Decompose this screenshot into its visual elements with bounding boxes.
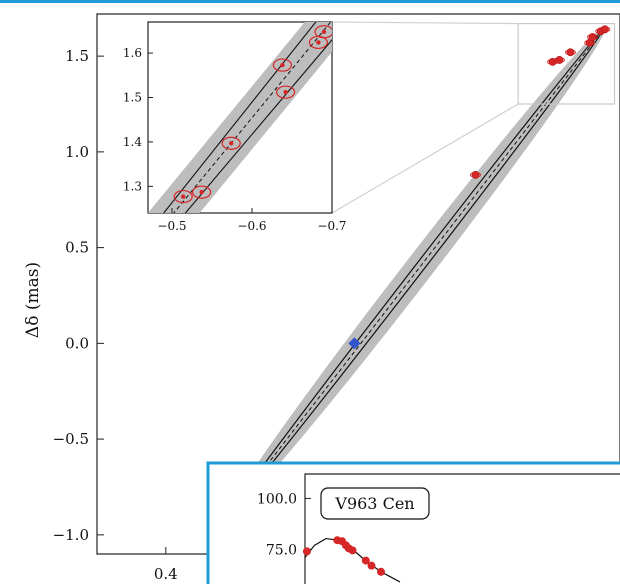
measurement-error-ellipse [565,49,576,56]
inset-measurement-point [283,89,288,95]
inset-error-ellipse [221,136,241,150]
inset-measurement-point [280,62,285,68]
light-curve-accent-border [206,461,620,584]
inset-error-ellipse [272,58,292,72]
light-curve-point [348,546,357,555]
inset-plot: 1.3 1.4 1.5 1.6 −0.5 −0.6 −0.7 [123,21,519,233]
y-tick-label: 0.0 [65,334,89,352]
inset-orbit-branch [163,22,317,213]
light-curve-point [377,567,385,576]
measurement-error-ellipse [587,33,598,40]
measurement-error-ellipse [554,56,565,63]
inset-x-tick-label: −0.6 [237,219,266,233]
line-of-nodes [227,29,604,517]
measurement-point [600,25,609,34]
inset-error-ellipse [173,189,193,204]
zoom-connector-top [331,21,519,25]
light-curve-y-tick-label: 100.0 [257,491,297,507]
inset-y-tick-label: 1.6 [123,46,142,60]
y-tick-label: −1.0 [53,526,89,544]
measurement-error-ellipse [470,171,481,178]
top-accent-bar [0,0,620,3]
zoom-connector-bottom [331,103,519,214]
y-axis-label: Δδ (mas) [23,262,43,338]
light-curve-point [361,556,370,565]
zoom-region-box [517,22,616,105]
inset-measurement-point [181,194,186,199]
inset-error-ellipse [276,85,296,99]
measurement-point [588,33,597,41]
y-tick-label: −0.5 [53,430,89,448]
inset-measurement-point [229,141,234,146]
inset-error-ellipse [192,185,212,199]
light-curve-point [367,561,376,570]
main-plot [224,22,616,520]
y-tick-label: 0.5 [65,239,89,257]
inset-x-tick-label: −0.5 [157,219,186,233]
main-y-axis: 1.5 1.0 0.5 0.0 −0.5 −1.0 [53,47,104,544]
light-curve-frame [304,473,620,584]
inset-y-tick-label: 1.4 [123,135,142,149]
inset-y-tick-label: 1.3 [123,179,142,193]
inset-y-tick-label: 1.5 [123,91,142,105]
light-curve-panel: 100.0 75.0 V963 Cen [206,461,620,584]
light-curve-y-tick-label: 75.0 [266,542,297,558]
inset-measurement-point [199,189,204,195]
measurement-point [555,56,564,64]
inset-measurement-point [316,40,321,45]
measurement-error-ellipse [584,39,596,46]
inset-content [148,22,332,213]
measurement-point [471,170,480,179]
star-label-box [320,487,430,520]
measurement-point [566,48,575,57]
light-curve-background [208,463,620,584]
inset-error-ellipse [314,25,332,39]
inset-x-tick-label: −0.7 [317,219,346,233]
measurement-error-ellipse [599,26,611,33]
y-tick-label: 1.5 [65,47,89,65]
inset-measurement-point [321,29,327,34]
x-tick-label: 0.4 [154,565,178,583]
y-tick-label: 1.0 [65,143,89,161]
reference-marker [348,337,361,350]
star-name-label: V963 Cen [334,494,414,513]
light-curve-point [302,547,311,556]
